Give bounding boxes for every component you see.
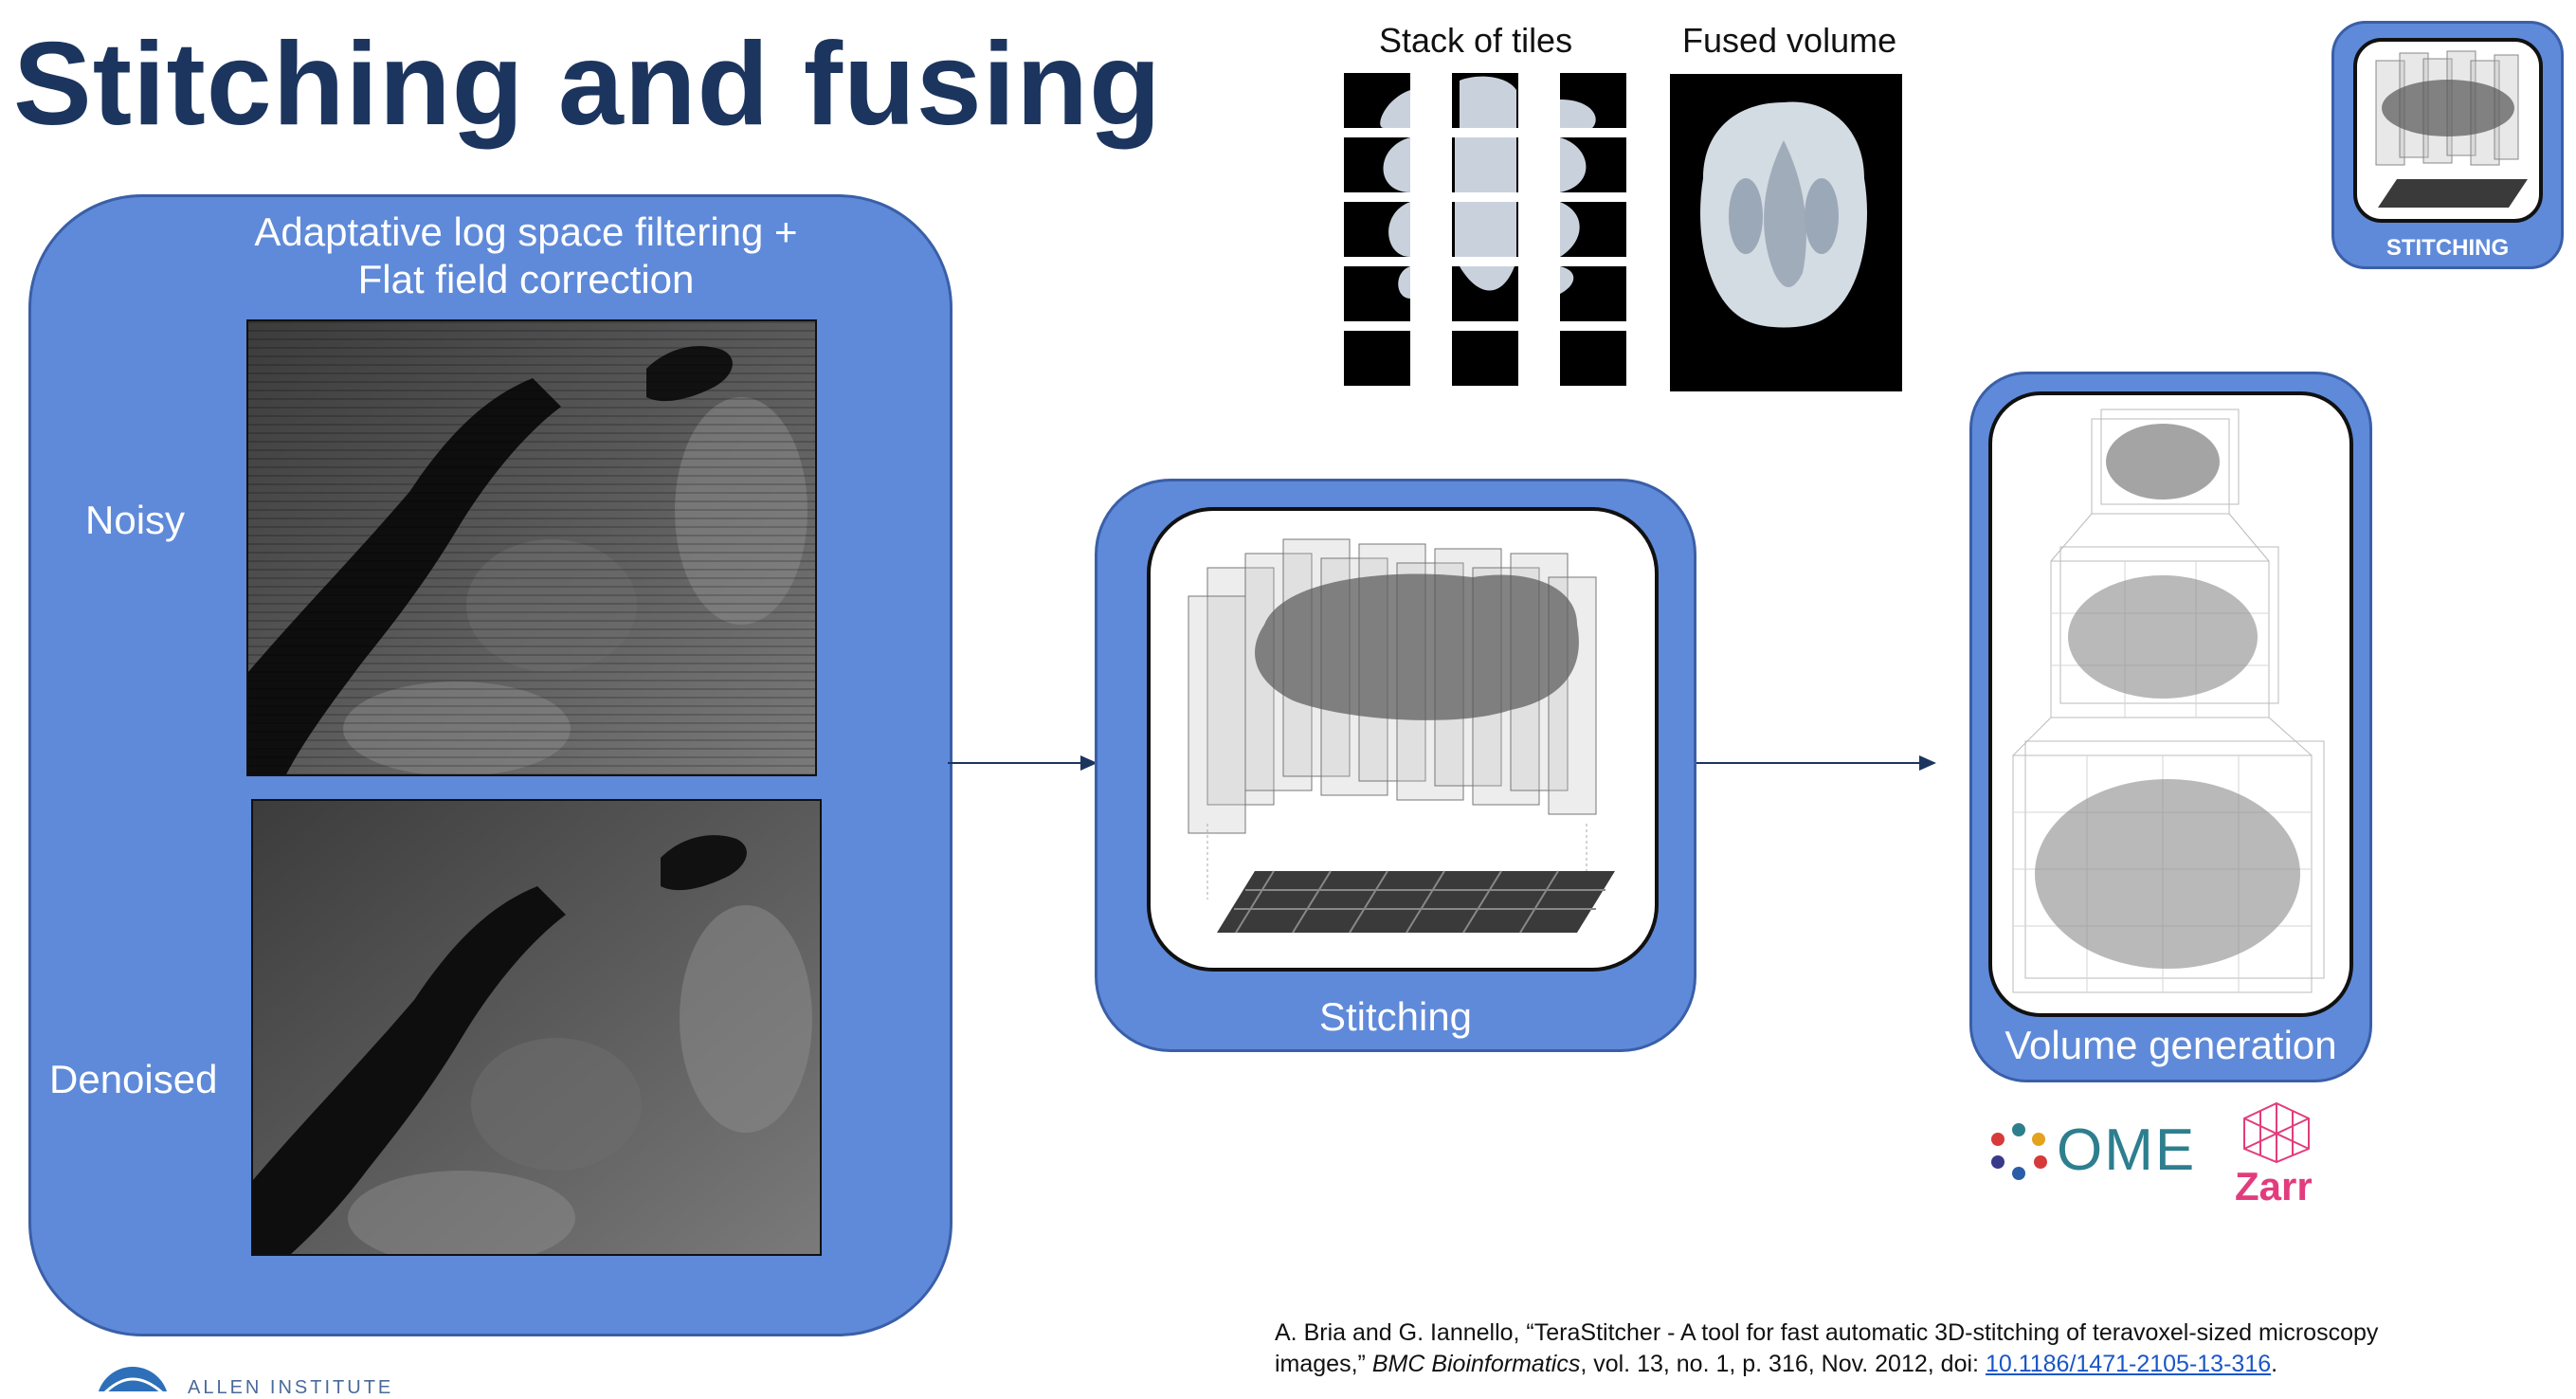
arrow-2-head bbox=[1919, 755, 1936, 771]
reference-line1: A. Bria and G. Iannello, “TeraStitcher -… bbox=[1275, 1319, 2379, 1346]
volume-label: Volume generation bbox=[2005, 1023, 2337, 1067]
denoised-image-svg bbox=[253, 801, 820, 1254]
stack-of-tiles-figure bbox=[1344, 73, 1626, 386]
stitching-label: Stitching bbox=[1318, 994, 1473, 1039]
reference-line2: images,” BMC Bioinformatics, vol. 13, no… bbox=[1275, 1349, 2545, 1380]
filter-heading: Adaptative log space filtering + Flat fi… bbox=[142, 209, 910, 303]
noisy-image bbox=[246, 319, 817, 776]
zarr-cube-icon bbox=[2243, 1101, 2310, 1164]
flow-arrows bbox=[948, 755, 1936, 771]
reference-line2-pre: images,” bbox=[1275, 1351, 1366, 1377]
ome-logo-text: OME bbox=[2057, 1117, 2197, 1183]
arrow-1-head bbox=[1080, 755, 1098, 771]
ome-dots-icon bbox=[1991, 1123, 2047, 1180]
fused-caption: Fused volume bbox=[1682, 21, 1897, 60]
reference-citation: A. Bria and G. Iannello, “TeraStitcher -… bbox=[1275, 1317, 2545, 1380]
stitching-diagram bbox=[1188, 538, 1615, 934]
stack-caption: Stack of tiles bbox=[1379, 21, 1573, 60]
volume-pyramid bbox=[2012, 409, 2325, 993]
allen-institute-logo-icon bbox=[98, 1367, 168, 1391]
reference-journal: BMC Bioinformatics bbox=[1371, 1351, 1581, 1377]
filter-heading-line2: Flat field correction bbox=[357, 257, 695, 301]
badge-inner bbox=[2353, 38, 2543, 223]
zarr-logo-text: Zarr bbox=[2235, 1164, 2313, 1208]
noisy-image-svg bbox=[248, 321, 815, 774]
fused-volume-figure bbox=[1670, 74, 1902, 391]
allen-institute-text: ALLEN INSTITUTE bbox=[188, 1377, 394, 1398]
reference-end: . bbox=[2271, 1351, 2278, 1377]
denoised-label: Denoised bbox=[49, 1057, 218, 1101]
filter-heading-line1: Adaptative log space filtering + bbox=[254, 209, 798, 254]
badge-diagram bbox=[2375, 50, 2528, 208]
page-title: Stitching and fusing bbox=[13, 19, 1162, 150]
badge-label: STITCHING bbox=[2386, 235, 2510, 261]
noisy-label: Noisy bbox=[85, 498, 186, 542]
volume-inner bbox=[1988, 391, 2353, 1017]
denoised-image bbox=[251, 799, 822, 1256]
stitching-inner bbox=[1147, 507, 1659, 972]
reference-line2-post: , vol. 13, no. 1, p. 316, Nov. 2012, doi… bbox=[1580, 1351, 1979, 1377]
reference-doi-link[interactable]: 10.1186/1471-2105-13-316 bbox=[1985, 1351, 2272, 1377]
